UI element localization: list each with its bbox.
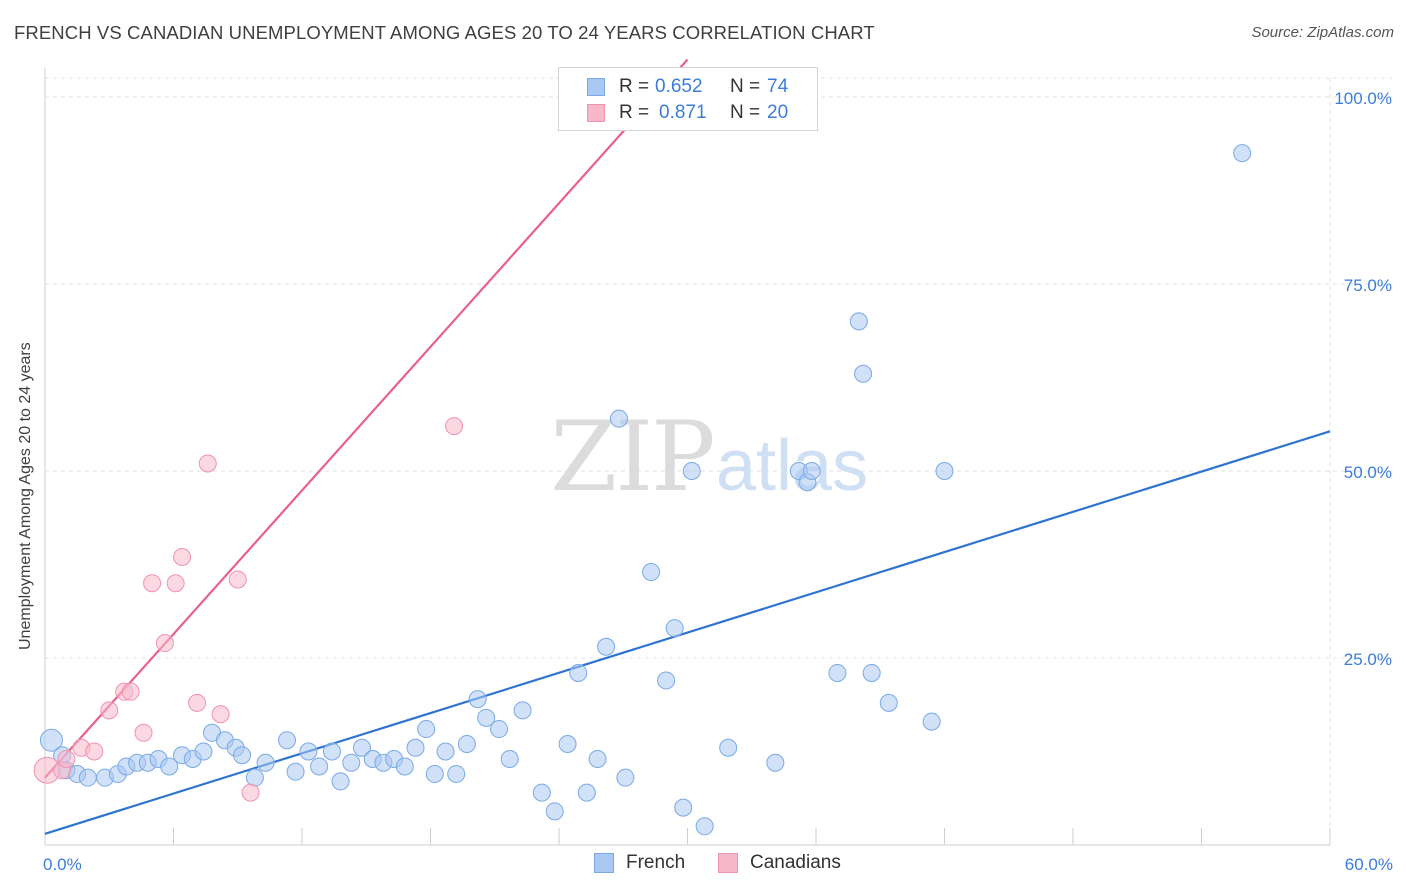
canadians-r-value: 0.871 <box>659 102 707 123</box>
french-point <box>862 663 881 682</box>
french-point <box>577 783 596 802</box>
french-point <box>849 312 868 331</box>
french-point <box>299 742 318 761</box>
x-tick-label: 0.0% <box>43 855 82 874</box>
canadians-point <box>173 548 192 567</box>
canadians-swatch <box>587 104 605 122</box>
canadians-point <box>211 705 230 724</box>
french-point <box>468 690 487 709</box>
canadians-point <box>241 783 260 802</box>
canadians-point <box>198 454 217 473</box>
french-point <box>828 663 847 682</box>
french-point <box>642 562 661 581</box>
french-point <box>352 738 371 757</box>
canadians-legend-label: Canadians <box>750 852 841 873</box>
french-point <box>278 731 297 750</box>
french-point <box>665 619 684 638</box>
y-tick-label: 50.0% <box>1344 463 1392 482</box>
canadians-point <box>155 634 174 653</box>
french-point <box>342 753 361 772</box>
french-point <box>545 802 564 821</box>
canadians-point <box>134 723 153 742</box>
french-point <box>719 738 738 757</box>
french-point <box>513 701 532 720</box>
canadians-point <box>143 574 162 593</box>
french-point <box>802 462 821 480</box>
french-point <box>194 742 213 761</box>
x-tick-label: 60.0% <box>1345 855 1393 874</box>
french-point <box>322 742 341 761</box>
chart-title: FRENCH VS CANADIAN UNEMPLOYMENT AMONG AG… <box>14 22 875 43</box>
french-point <box>425 764 444 783</box>
french-point <box>331 772 350 791</box>
french-legend-swatch <box>594 853 614 873</box>
french-point <box>879 693 898 712</box>
french-point <box>569 663 588 682</box>
french-point <box>558 735 577 754</box>
french-point <box>588 749 607 768</box>
watermark: ZIP atlas <box>550 401 868 513</box>
y-axis-label: Unemployment Among Ages 20 to 24 years <box>17 342 34 650</box>
canadians-point <box>57 749 76 768</box>
french-point <box>39 728 63 752</box>
n-label: N = <box>730 76 761 97</box>
canadians-point <box>445 417 464 436</box>
french-point <box>160 757 179 776</box>
french-point <box>682 462 701 480</box>
french-point <box>616 768 635 787</box>
french-point <box>286 762 305 781</box>
french-point <box>477 708 496 727</box>
french-point <box>695 817 714 836</box>
french-point <box>310 757 329 776</box>
french-swatch <box>587 78 605 96</box>
french-point <box>657 671 676 690</box>
canadians-n-value: 20 <box>767 102 789 123</box>
french-point <box>922 712 941 731</box>
french-point <box>457 735 476 754</box>
y-tick-label: 25.0% <box>1344 650 1392 669</box>
french-point <box>1233 144 1252 163</box>
french-point <box>78 768 97 787</box>
french-point <box>766 753 785 772</box>
correlation-legend: R = 0.652 N = 74 R = 0.871 N = 20 <box>558 67 818 131</box>
n-label: N = <box>730 102 761 123</box>
watermark-zip: ZIP <box>550 401 713 513</box>
r-label: R = <box>619 76 650 97</box>
canadians-legend-swatch <box>718 853 738 873</box>
canadians-point <box>121 682 140 701</box>
french-point <box>935 462 954 480</box>
source-label: Source: ZipAtlas.com <box>1251 24 1394 41</box>
french-r-value: 0.652 <box>655 76 703 97</box>
french-point <box>447 764 466 783</box>
french-point <box>395 757 414 776</box>
french-point <box>256 753 275 772</box>
french-point <box>233 746 252 765</box>
french-point <box>245 768 264 787</box>
canadians-point <box>166 574 185 593</box>
french-n-value: 74 <box>767 76 789 97</box>
axes <box>44 68 1331 846</box>
french-legend-label: French <box>626 852 686 873</box>
tick-labels: 25.0% 50.0% 75.0% 100.0% 0.0% 60.0% <box>43 89 1393 874</box>
french-point <box>500 749 519 768</box>
y-tick-label: 75.0% <box>1344 276 1392 295</box>
canadians-point <box>188 693 207 712</box>
french-point <box>609 409 628 428</box>
french-point <box>490 720 509 739</box>
canadians-point <box>228 570 247 589</box>
canadians-point <box>85 742 104 761</box>
french-point <box>854 364 873 383</box>
french-point <box>597 637 616 656</box>
french-point <box>532 783 551 802</box>
french-point <box>674 798 693 817</box>
canadians-trend-line <box>44 58 689 779</box>
french-point <box>406 738 425 757</box>
r-label: R = <box>619 102 650 123</box>
canadians-point <box>100 701 119 720</box>
y-tick-label: 100.0% <box>1334 89 1392 108</box>
french-point <box>417 720 436 739</box>
french-point <box>436 742 455 761</box>
